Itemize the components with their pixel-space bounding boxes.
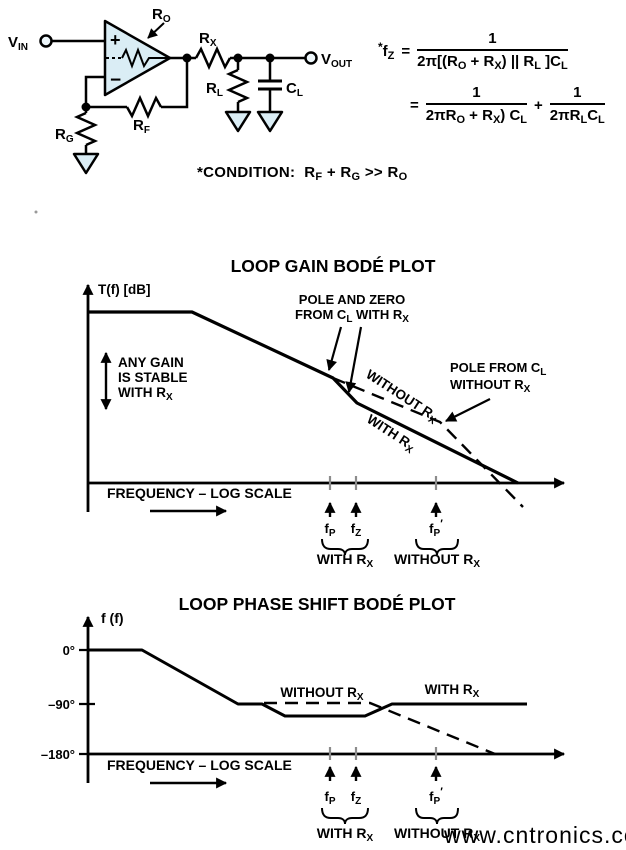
stray-dot <box>34 210 38 214</box>
any-gain-note-line3: WITH RX <box>118 385 173 403</box>
fraction-3: 1 2πRLCL <box>549 84 605 126</box>
resistor-rx-zigzag <box>194 45 232 71</box>
ytick-minus180deg: –180° <box>41 747 75 762</box>
plot2-x-axis-label: FREQUENCY – LOG SCALE <box>107 757 292 773</box>
capacitor-cl-plates <box>258 79 282 91</box>
pole-from-cl-note-line2: WITHOUT RX <box>450 377 531 395</box>
fz-lhs: *fZ <box>378 40 395 62</box>
underbrace-with-rx <box>321 538 369 556</box>
node-dot <box>265 53 275 63</box>
fz-formula-line2: = 1 2πRO + RX) CL + 1 2πRLCL <box>410 84 605 126</box>
resistor-ro-zigzag <box>121 47 170 69</box>
any-gain-note-line2: IS STABLE <box>118 370 188 385</box>
plot1-y-axis-label: T(f) [dB] <box>98 282 150 297</box>
underbrace-with-rx <box>321 807 369 825</box>
with-rx-group-label: WITH RX <box>317 551 374 570</box>
resistor-rg-zigzag <box>73 111 99 147</box>
ground-symbols <box>72 110 284 175</box>
node-dot <box>81 102 91 112</box>
rl-label: RL <box>206 80 223 99</box>
phase-curve-without-rx-dashed <box>264 701 496 756</box>
loop-gain-bode-plot: LOOP GAIN BODÉ PLOT T(f) [dB] WITHOUT RX… <box>82 255 566 570</box>
plot2-title: LOOP PHASE SHIFT BODÉ PLOT <box>179 593 456 614</box>
ro-pointer-arrow <box>147 22 165 39</box>
fp-label: fP <box>324 521 335 539</box>
plot2-freq-ticks <box>328 747 438 760</box>
loop-phase-bode-plot: LOOP PHASE SHIFT BODÉ PLOT www.cntronics… <box>41 593 626 848</box>
vout-label: VOUT <box>321 51 352 70</box>
equals-sign: = <box>410 96 419 114</box>
plot2-y-axis-label: f (f) <box>101 610 124 626</box>
ro-label: RO <box>152 6 171 25</box>
underbrace-without-rx <box>415 807 459 825</box>
node-dot <box>233 53 243 63</box>
opamp-triangle <box>103 19 172 97</box>
without-rx-group-label: WITHOUT RX <box>394 825 480 844</box>
resistor-rf-zigzag <box>125 94 163 120</box>
plot1-title: LOOP GAIN BODÉ PLOT <box>231 255 436 276</box>
resistor-rl-zigzag <box>225 68 251 104</box>
fp-label: fP <box>324 789 335 807</box>
vout-terminal <box>304 51 318 65</box>
underbrace-without-rx <box>415 538 459 556</box>
rx-label: RX <box>199 30 217 49</box>
any-gain-note-line1: ANY GAIN <box>118 355 184 370</box>
fz-formula: *fZ = 1 2π[(RO + RX) || RL ]CL = 1 2πRO … <box>378 30 605 126</box>
plot1-x-axis-label: FREQUENCY – LOG SCALE <box>107 485 292 501</box>
watermark: www.cntronics.com <box>443 822 626 848</box>
fz-label: fZ <box>351 789 361 807</box>
ytick-0deg: 0° <box>63 643 75 658</box>
ytick-minus90deg: –90° <box>48 697 75 712</box>
pole-zero-note-line1: POLE AND ZERO <box>299 292 405 307</box>
condition-note: *CONDITION: RF + RG >> RO <box>197 164 408 183</box>
pole-from-cl-arrow <box>445 398 491 422</box>
cl-label: CL <box>286 80 303 99</box>
pole-from-cl-note-line1: POLE FROM CL <box>450 360 546 378</box>
fz-label: fZ <box>351 521 361 539</box>
pole-zero-arrow-1 <box>326 326 343 372</box>
fp-prime-label: fP′ <box>429 786 443 807</box>
fz-formula-line1: *fZ = 1 2π[(RO + RX) || RL ]CL <box>378 30 605 72</box>
vin-label: VIN <box>8 34 28 53</box>
fraction-2: 1 2πRO + RX) CL <box>425 84 528 126</box>
gain-curve-without-rx-dashed <box>332 376 524 508</box>
circuit-schematic: + − VIN VOUT RO RX RL CL RF RG <box>8 6 352 214</box>
plot1-freq-ticks <box>328 476 438 490</box>
opamp-plus-sign: + <box>110 30 121 50</box>
fraction-1: 1 2π[(RO + RX) || RL ]CL <box>417 30 568 72</box>
vin-terminal <box>39 34 53 48</box>
opamp-minus-sign: − <box>110 70 121 91</box>
with-rx-group-label: WITH RX <box>317 825 374 844</box>
plus-sign: + <box>534 96 543 114</box>
phase-curve-with-rx <box>88 648 527 718</box>
node-dot <box>182 53 192 63</box>
rg-label: RG <box>55 126 74 145</box>
pole-zero-note-line2: FROM CL WITH RX <box>295 307 409 325</box>
pole-zero-arrow-2 <box>345 326 363 394</box>
equals-sign: = <box>401 42 411 60</box>
fp-prime-label: fP′ <box>429 518 443 539</box>
rf-label: RF <box>133 117 150 136</box>
without-rx-group-label: WITHOUT RX <box>394 551 480 570</box>
phase-without-rx-label: WITHOUT RX <box>280 685 364 703</box>
phase-with-rx-label: WITH RX <box>425 682 480 700</box>
